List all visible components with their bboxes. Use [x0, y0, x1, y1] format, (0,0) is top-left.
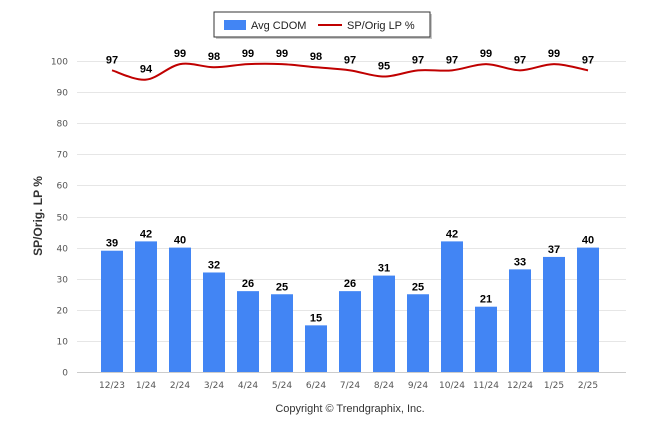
- bar: [203, 272, 225, 372]
- bar-data-label: 15: [310, 312, 322, 324]
- line-data-label: 97: [514, 54, 526, 66]
- bar-data-label: 26: [344, 278, 356, 290]
- bar-data-label: 33: [514, 256, 526, 268]
- x-tick-label: 11/24: [473, 381, 499, 391]
- line-data-label: 97: [446, 54, 458, 66]
- bar-data-label: 40: [582, 235, 594, 247]
- bar-data-label: 25: [412, 281, 424, 293]
- x-tick-label: 8/24: [374, 381, 394, 391]
- bar: [373, 275, 395, 372]
- bar: [407, 294, 429, 372]
- y-tick-label: 90: [57, 89, 69, 99]
- x-tick-label: 9/24: [408, 381, 428, 391]
- line-data-label: 99: [548, 48, 560, 60]
- gridlines: [77, 61, 626, 342]
- bar: [271, 294, 293, 372]
- y-tick-label: 30: [57, 276, 69, 286]
- bar-labels: 39 42 40 32 26 25 15 26 31 25 42 21 33 37 40: [106, 228, 594, 324]
- x-tick-label: 5/24: [272, 381, 292, 391]
- line-data-label: 97: [582, 54, 594, 66]
- y-tick-label: 100: [51, 58, 68, 68]
- line-data-label: 99: [480, 48, 492, 60]
- line-data-label: 97: [412, 54, 424, 66]
- x-tick-label: 4/24: [238, 381, 258, 391]
- y-tick-label: 20: [57, 307, 69, 317]
- y-tick-label: 0: [62, 369, 68, 379]
- bars: [101, 241, 599, 372]
- bar-data-label: 40: [174, 235, 186, 247]
- bar: [509, 269, 531, 372]
- y-tick-label: 70: [57, 151, 69, 161]
- bar-data-label: 37: [548, 244, 560, 256]
- y-tick-label: 10: [57, 338, 69, 348]
- bar-data-label: 26: [242, 278, 254, 290]
- copyright-credit: Copyright © Trendgraphix, Inc.: [275, 403, 424, 415]
- line-data-label: 94: [140, 64, 153, 76]
- y-tick-label: 50: [57, 214, 69, 224]
- bar-data-label: 42: [140, 228, 152, 240]
- bar: [441, 241, 463, 372]
- x-axis-ticks: 12/23 1/24 2/24 3/24 4/24 5/24 6/24 7/24 8/24 9/2…: [99, 381, 598, 391]
- bar-data-label: 25: [276, 281, 288, 293]
- y-tick-label: 60: [57, 182, 69, 192]
- x-tick-label: 12/23: [99, 381, 125, 391]
- line-data-label: 98: [310, 51, 322, 63]
- y-axis-ticks: 0 10 20 30 40 50 60 70 80 90 100: [51, 58, 68, 379]
- bar: [577, 247, 599, 372]
- y-tick-label: 40: [57, 245, 69, 255]
- bar: [543, 256, 565, 372]
- line-labels: 97 94 99 98 99 99 98 97 95 97 97 99 97 99 97: [106, 48, 594, 76]
- line-data-label: 98: [208, 51, 220, 63]
- x-tick-label: 1/25: [544, 381, 564, 391]
- bar-data-label: 32: [208, 259, 220, 271]
- bar: [169, 247, 191, 372]
- x-tick-label: 7/24: [340, 381, 360, 391]
- bar-data-label: 21: [480, 294, 492, 306]
- bar: [101, 250, 123, 372]
- line-data-label: 99: [242, 48, 254, 60]
- y-tick-label: 80: [57, 120, 69, 130]
- x-tick-label: 2/25: [578, 381, 598, 391]
- legend-avg-cdom-label: Avg CDOM: [251, 20, 306, 32]
- x-tick-label: 3/24: [204, 381, 224, 391]
- line-data-label: 97: [344, 54, 356, 66]
- x-tick-label: 6/24: [306, 381, 326, 391]
- x-tick-label: 1/24: [136, 381, 156, 391]
- bar-data-label: 39: [106, 238, 118, 250]
- bar-data-label: 31: [378, 263, 390, 275]
- line-data-label: 97: [106, 54, 118, 66]
- bar: [475, 306, 497, 372]
- line-data-label: 95: [378, 61, 390, 73]
- line-series-sp-orig: [111, 62, 589, 81]
- bar: [339, 291, 361, 372]
- bar-data-label: 42: [446, 228, 458, 240]
- bar: [305, 325, 327, 372]
- line-data-label: 99: [174, 48, 186, 60]
- legend-sp-orig-label: SP/Orig LP %: [347, 20, 415, 32]
- y-axis-title: SP/Orig. LP %: [31, 176, 45, 256]
- x-tick-label: 10/24: [439, 381, 465, 391]
- legend-bar-swatch: [224, 20, 246, 30]
- x-tick-label: 2/24: [170, 381, 190, 391]
- line-data-label: 99: [276, 48, 288, 60]
- x-tick-label: 12/24: [507, 381, 533, 391]
- bar: [237, 291, 259, 372]
- bar: [135, 241, 157, 372]
- legend: Avg CDOM SP/Orig LP %: [213, 11, 432, 39]
